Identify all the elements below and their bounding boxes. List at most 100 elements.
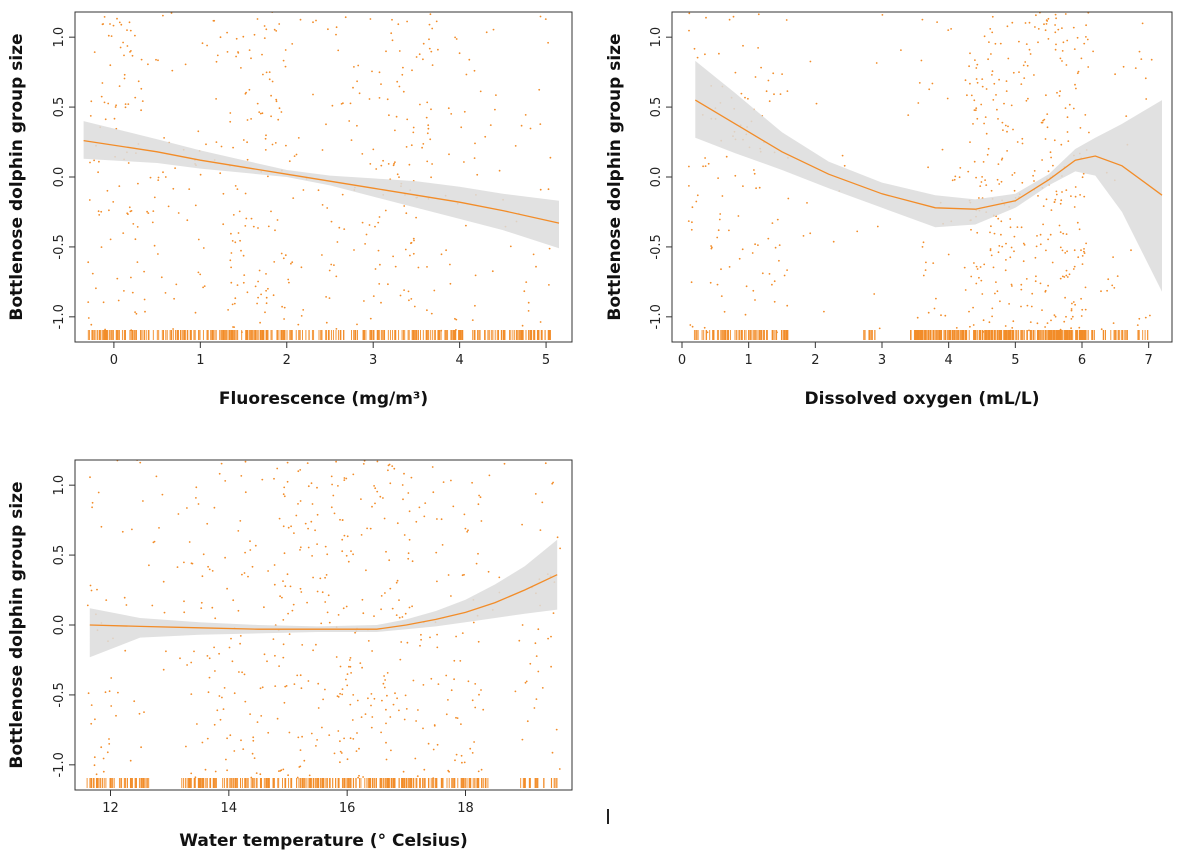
scatter-point (371, 70, 373, 73)
scatter-point (93, 159, 95, 162)
scatter-point (350, 139, 353, 142)
scatter-point (975, 107, 978, 110)
scatter-point (1005, 90, 1008, 92)
scatter-point (127, 162, 130, 164)
scatter-point (295, 514, 298, 517)
scatter-point (117, 299, 120, 302)
scatter-point (321, 149, 324, 151)
scatter-point (1075, 87, 1077, 90)
scatter-point (975, 176, 977, 179)
scatter-point (244, 92, 247, 95)
scatter-point (223, 687, 226, 689)
scatter-point (983, 122, 985, 125)
scatter-point (138, 712, 141, 715)
y-tick-label: 0.0 (52, 615, 67, 636)
scatter-point (193, 650, 195, 653)
scatter-point (1138, 50, 1141, 53)
scatter-point (720, 295, 723, 297)
scatter-point (273, 564, 276, 566)
scatter-point (183, 561, 185, 564)
scatter-point (302, 189, 305, 191)
scatter-point (1050, 209, 1053, 212)
scatter-point (487, 570, 490, 573)
scatter-point (981, 176, 983, 178)
scatter-point (1046, 126, 1049, 129)
scatter-point (1049, 233, 1052, 236)
scatter-point (243, 274, 246, 276)
scatter-point (230, 281, 233, 284)
scatter-point (728, 18, 731, 21)
scatter-point (110, 35, 113, 37)
plot-area (83, 12, 560, 340)
scatter-point (984, 116, 987, 118)
scatter-point (474, 142, 476, 145)
scatter-point (1074, 303, 1076, 306)
scatter-point (274, 229, 276, 232)
scatter-point (406, 20, 408, 23)
scatter-point (404, 248, 407, 251)
scatter-point (219, 718, 222, 721)
scatter-point (539, 123, 542, 125)
scatter-point (477, 640, 480, 643)
scatter-point (815, 102, 818, 105)
scatter-point (140, 109, 143, 112)
scatter-point (429, 13, 432, 16)
scatter-point (876, 225, 879, 228)
scatter-point (1061, 50, 1064, 52)
scatter-point (327, 28, 329, 31)
scatter-point (129, 29, 132, 32)
scatter-point (374, 225, 376, 228)
scatter-point (471, 752, 474, 754)
scatter-point (162, 580, 165, 583)
scatter-point (307, 527, 309, 530)
scatter-point (195, 497, 197, 499)
scatter-point (331, 104, 334, 107)
scatter-point (311, 555, 313, 557)
scatter-point (779, 93, 782, 95)
scatter-point (239, 635, 242, 637)
scatter-point (1066, 250, 1068, 253)
scatter-point (282, 493, 285, 496)
scatter-point (89, 584, 92, 587)
scatter-point (394, 129, 396, 132)
y-axis-title: Bottlenose dolphin group size (7, 481, 27, 768)
rug-marks (86, 778, 558, 788)
scatter-point (412, 131, 415, 134)
scatter-point (349, 703, 352, 706)
scatter-point (324, 601, 327, 603)
scatter-point (744, 96, 746, 99)
scatter-point (398, 50, 401, 52)
scatter-point (1061, 249, 1064, 252)
scatter-point (139, 461, 142, 464)
scatter-point (972, 324, 975, 326)
scatter-point (214, 670, 216, 672)
scatter-point (213, 19, 216, 22)
scatter-point (1083, 195, 1086, 198)
scatter-point (101, 23, 104, 26)
scatter-point (1032, 174, 1034, 177)
scatter-point (299, 549, 301, 551)
scatter-point (341, 193, 344, 196)
scatter-point (270, 115, 272, 118)
scatter-point (395, 115, 398, 118)
scatter-point (1064, 13, 1067, 15)
scatter-point (321, 254, 323, 256)
scatter-point (134, 96, 137, 99)
scatter-point (1041, 159, 1043, 161)
scatter-point (395, 581, 398, 584)
scatter-point (251, 565, 254, 568)
scatter-point (429, 636, 431, 639)
scatter-point (452, 505, 455, 508)
scatter-point (1013, 189, 1016, 192)
scatter-point (992, 99, 995, 101)
scatter-point (993, 82, 996, 85)
scatter-point (463, 513, 466, 516)
scatter-point (989, 248, 992, 250)
scatter-point (1039, 243, 1042, 246)
scatter-point (336, 241, 339, 243)
scatter-point (394, 692, 396, 695)
scatter-point (213, 723, 216, 726)
scatter-point (391, 39, 394, 42)
scatter-point (401, 73, 404, 76)
scatter-point (484, 135, 487, 138)
